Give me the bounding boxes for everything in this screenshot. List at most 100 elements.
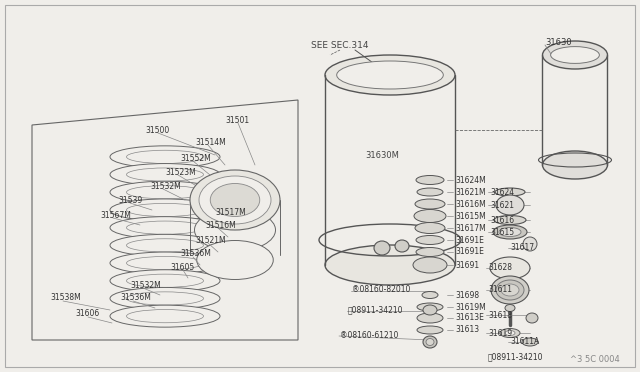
Text: 31532M: 31532M xyxy=(150,182,180,190)
Text: 31619: 31619 xyxy=(488,328,512,337)
Ellipse shape xyxy=(543,41,607,69)
Ellipse shape xyxy=(127,150,204,163)
Ellipse shape xyxy=(417,303,443,311)
Text: 31624: 31624 xyxy=(490,187,514,196)
Ellipse shape xyxy=(491,276,529,304)
Text: 31606: 31606 xyxy=(75,310,99,318)
Ellipse shape xyxy=(127,274,204,287)
Text: SEE SEC.314: SEE SEC.314 xyxy=(311,41,369,49)
Ellipse shape xyxy=(494,215,526,224)
Ellipse shape xyxy=(127,310,204,323)
Text: 31617M: 31617M xyxy=(455,224,486,232)
Text: 31536M: 31536M xyxy=(180,250,211,259)
Ellipse shape xyxy=(550,46,600,63)
Ellipse shape xyxy=(196,241,273,279)
Text: 31628: 31628 xyxy=(488,263,512,273)
Ellipse shape xyxy=(505,305,515,311)
Text: 31517M: 31517M xyxy=(215,208,246,217)
Ellipse shape xyxy=(423,336,437,348)
Ellipse shape xyxy=(199,176,271,224)
Ellipse shape xyxy=(110,270,220,292)
Ellipse shape xyxy=(496,195,524,215)
Text: 31521M: 31521M xyxy=(195,235,226,244)
Ellipse shape xyxy=(423,305,437,315)
Ellipse shape xyxy=(416,235,444,244)
Text: 31616: 31616 xyxy=(490,215,514,224)
Text: 31691E: 31691E xyxy=(455,247,484,257)
Ellipse shape xyxy=(417,313,443,323)
Ellipse shape xyxy=(374,241,390,255)
Text: 31613E: 31613E xyxy=(455,314,484,323)
Text: 31621: 31621 xyxy=(490,201,514,209)
Ellipse shape xyxy=(325,245,455,285)
Text: 31538M: 31538M xyxy=(50,294,81,302)
Ellipse shape xyxy=(523,237,537,251)
Text: 31611: 31611 xyxy=(488,285,512,295)
Ellipse shape xyxy=(422,292,438,298)
Text: 31617: 31617 xyxy=(510,244,534,253)
Text: 31630M: 31630M xyxy=(365,151,399,160)
Text: 31605: 31605 xyxy=(170,263,195,272)
Ellipse shape xyxy=(337,61,444,89)
Ellipse shape xyxy=(416,176,444,185)
Ellipse shape xyxy=(496,280,524,300)
Ellipse shape xyxy=(110,146,220,168)
Text: ®08160-61210: ®08160-61210 xyxy=(340,330,398,340)
Ellipse shape xyxy=(190,170,280,230)
Ellipse shape xyxy=(127,186,204,199)
Text: 31514M: 31514M xyxy=(195,138,226,147)
Ellipse shape xyxy=(127,292,204,305)
Text: ⓝ08911-34210: ⓝ08911-34210 xyxy=(488,353,543,362)
Text: 31613: 31613 xyxy=(455,326,479,334)
Ellipse shape xyxy=(415,222,445,234)
Ellipse shape xyxy=(526,313,538,323)
Text: 31624M: 31624M xyxy=(455,176,486,185)
Ellipse shape xyxy=(127,221,204,234)
Text: ^3 5C 0004: ^3 5C 0004 xyxy=(570,356,620,365)
Text: ⓝ08911-34210: ⓝ08911-34210 xyxy=(348,305,403,314)
Ellipse shape xyxy=(417,326,443,334)
Text: 31615: 31615 xyxy=(490,228,514,237)
Ellipse shape xyxy=(500,328,520,337)
Ellipse shape xyxy=(413,257,447,273)
Ellipse shape xyxy=(490,257,530,279)
Text: 31532M: 31532M xyxy=(130,280,161,289)
Text: 31516M: 31516M xyxy=(205,221,236,230)
Ellipse shape xyxy=(110,305,220,327)
Ellipse shape xyxy=(415,199,445,209)
Text: ®08160-82010: ®08160-82010 xyxy=(352,285,410,295)
Ellipse shape xyxy=(493,225,527,239)
Ellipse shape xyxy=(543,151,607,179)
Ellipse shape xyxy=(522,338,538,346)
Ellipse shape xyxy=(495,188,525,196)
Text: 31523M: 31523M xyxy=(165,167,196,176)
Ellipse shape xyxy=(395,240,409,252)
Ellipse shape xyxy=(127,239,204,252)
Ellipse shape xyxy=(499,228,521,237)
Ellipse shape xyxy=(127,256,204,270)
Ellipse shape xyxy=(110,181,220,203)
Ellipse shape xyxy=(110,217,220,239)
Text: 31501: 31501 xyxy=(225,115,249,125)
Text: 31615M: 31615M xyxy=(455,212,486,221)
Ellipse shape xyxy=(195,209,275,251)
Text: 31691E: 31691E xyxy=(455,235,484,244)
Text: 31621M: 31621M xyxy=(455,187,486,196)
Ellipse shape xyxy=(325,55,455,95)
Ellipse shape xyxy=(505,330,515,336)
Ellipse shape xyxy=(417,188,443,196)
Ellipse shape xyxy=(110,164,220,186)
Text: 31611A: 31611A xyxy=(510,337,540,346)
Text: 31500: 31500 xyxy=(145,125,169,135)
Text: 31698: 31698 xyxy=(455,291,479,299)
Text: 31567M: 31567M xyxy=(100,211,131,219)
Text: 31536M: 31536M xyxy=(120,294,151,302)
Ellipse shape xyxy=(110,288,220,310)
Text: 31619M: 31619M xyxy=(455,302,486,311)
Text: 31618: 31618 xyxy=(488,311,512,320)
Ellipse shape xyxy=(501,284,519,296)
Text: 31616M: 31616M xyxy=(455,199,486,208)
Ellipse shape xyxy=(211,183,260,217)
Ellipse shape xyxy=(416,247,444,257)
Ellipse shape xyxy=(127,168,204,181)
